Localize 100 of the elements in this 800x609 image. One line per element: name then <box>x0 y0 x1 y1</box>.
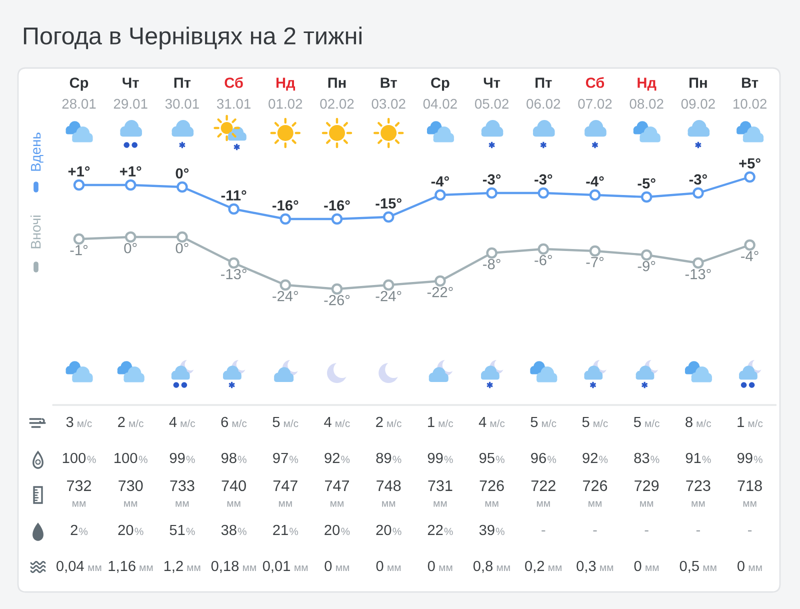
text: - <box>593 530 597 532</box>
data-label: +5° <box>739 158 760 169</box>
text: 730 мм <box>118 480 143 507</box>
text: 22% <box>428 524 453 536</box>
data-label: -8° <box>483 258 500 270</box>
data-label: -13° <box>685 268 711 280</box>
text: 96% <box>531 452 556 464</box>
point <box>640 249 652 261</box>
text: 0,2 мм <box>525 560 562 573</box>
point <box>331 283 343 295</box>
text: 747 мм <box>325 480 349 507</box>
data-label: 0° <box>124 242 137 254</box>
point <box>228 203 240 215</box>
x-tick-label: Чт 29.01 <box>114 78 148 109</box>
text: 8 м/с <box>686 416 712 428</box>
text: 0 мм <box>737 560 762 572</box>
data-label: -3° <box>689 174 707 185</box>
data-label: -13° <box>220 268 246 280</box>
text: 0,18 мм <box>211 560 256 573</box>
text: 0,01 мм <box>262 560 308 573</box>
point <box>124 231 136 243</box>
point <box>486 247 498 259</box>
text: 39% <box>479 524 504 536</box>
text: 99% <box>737 452 762 464</box>
text: 748 мм <box>376 480 401 507</box>
point <box>124 179 136 191</box>
text: 5 м/с <box>582 416 608 428</box>
text: 20% <box>324 524 350 536</box>
data-label: -22° <box>427 286 453 298</box>
text: 5 м/с <box>634 416 660 428</box>
data-label: +1° <box>120 166 142 176</box>
text: - <box>644 530 648 532</box>
text: 4 м/с <box>324 416 350 428</box>
text: 0 мм <box>634 560 659 572</box>
data-label: -3° <box>534 174 552 185</box>
text: 729 мм <box>634 480 659 507</box>
point <box>280 213 292 225</box>
text: 3 м/с <box>66 416 92 428</box>
text: Вночі <box>30 216 41 248</box>
data-label: -24° <box>376 290 402 302</box>
point <box>434 275 446 287</box>
text: 100% <box>114 452 148 464</box>
data-label: -15° <box>376 198 402 209</box>
data-label: -4° <box>431 176 449 186</box>
text: 0,3 мм <box>576 560 614 573</box>
point <box>692 187 704 199</box>
text: 5 м/с <box>530 416 556 428</box>
text: 95% <box>479 452 504 464</box>
data-label: 0° <box>176 242 188 254</box>
text: 20% <box>376 524 402 536</box>
point <box>744 239 756 251</box>
x-tick-label: Вт 10.02 <box>733 78 766 109</box>
text: 4 м/с <box>169 416 196 428</box>
text: 4 м/с <box>478 416 505 428</box>
text: 723 мм <box>686 480 710 507</box>
text: 5 м/с <box>272 416 298 428</box>
x-tick-label: Вт 03.02 <box>372 78 406 109</box>
data-label: -4° <box>741 250 758 262</box>
data-label: -7° <box>586 256 604 268</box>
text: 100% <box>62 452 96 464</box>
text: 733 мм <box>170 480 194 507</box>
text: 747 мм <box>273 480 298 507</box>
x-tick-label: Сб 31.01 <box>216 77 250 109</box>
text: 718 мм <box>738 480 762 507</box>
data-label: -11° <box>221 190 246 200</box>
text: 0,04 мм <box>56 560 102 573</box>
text: 20% <box>118 524 144 536</box>
text: 92% <box>582 452 608 464</box>
text: 99% <box>170 452 195 464</box>
point <box>228 257 240 269</box>
text: 83% <box>634 452 660 464</box>
x-tick-label: Нд 08.02 <box>630 78 664 109</box>
text: 38% <box>221 524 246 536</box>
text: Вдень <box>31 132 44 171</box>
text: 1,16 мм <box>108 560 153 573</box>
point <box>434 189 446 201</box>
data-label: -16° <box>324 200 350 211</box>
text: 0,8 мм <box>473 560 510 573</box>
data-label: -1° <box>70 244 88 256</box>
text: - <box>696 530 700 532</box>
text: 98% <box>221 452 246 464</box>
point <box>692 257 704 269</box>
text: 6 м/с <box>221 416 247 428</box>
text: 722 мм <box>531 480 556 507</box>
text: 91% <box>686 452 711 464</box>
point <box>176 231 188 243</box>
text: 2 м/с <box>376 416 402 428</box>
point <box>331 213 343 225</box>
x-tick-label: Пт 06.02 <box>526 78 560 109</box>
text: 2% <box>70 524 88 536</box>
text: 51% <box>170 524 195 536</box>
data-label: -9° <box>638 260 656 272</box>
text: 0 мм <box>376 560 401 572</box>
point <box>486 187 498 199</box>
text: 0 мм <box>324 560 349 572</box>
point <box>640 191 652 203</box>
data-label: -4° <box>586 176 604 186</box>
text: 21% <box>273 524 298 536</box>
text: 731 мм <box>428 480 452 507</box>
x-tick-label: Ср 28.01 <box>62 78 96 109</box>
